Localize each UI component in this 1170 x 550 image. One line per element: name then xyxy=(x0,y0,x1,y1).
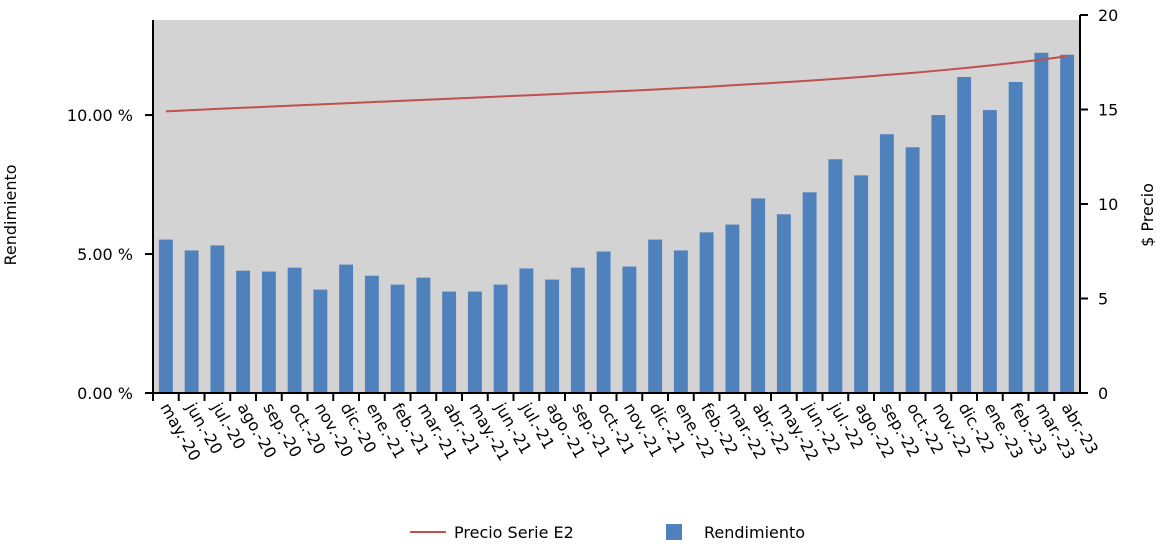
bar xyxy=(828,159,843,393)
bar xyxy=(493,284,508,393)
bar xyxy=(1008,81,1023,393)
bar xyxy=(158,239,173,393)
plot-area xyxy=(153,20,1080,393)
bar xyxy=(1060,54,1075,394)
y-axis-label: Rendimiento xyxy=(1,164,20,265)
bar xyxy=(622,266,637,393)
line xyxy=(165,55,1068,113)
bar xyxy=(879,134,894,394)
y2-tick-label: 20 xyxy=(1098,6,1118,25)
bar xyxy=(673,250,688,393)
bar xyxy=(854,175,869,393)
bar xyxy=(339,264,354,393)
legend-label: Rendimiento xyxy=(704,523,805,542)
bar xyxy=(957,76,972,393)
bar xyxy=(210,245,225,393)
bar xyxy=(982,110,997,394)
bar xyxy=(596,251,611,393)
bar xyxy=(390,284,405,393)
bar xyxy=(648,239,663,393)
bar xyxy=(236,270,251,393)
y2-axis-label: $ Precio xyxy=(1138,183,1157,247)
bar xyxy=(751,198,766,393)
y-tick-label: 0.00 % xyxy=(77,384,133,403)
y-tick-label: 5.00 % xyxy=(77,245,133,264)
bar xyxy=(442,291,457,393)
bar xyxy=(545,279,560,393)
bar xyxy=(184,250,199,393)
bar xyxy=(287,267,302,393)
bar xyxy=(570,267,585,393)
bar xyxy=(467,291,482,393)
bar xyxy=(519,268,534,393)
bar xyxy=(313,289,328,393)
y2-tick-label: 5 xyxy=(1098,290,1108,309)
y2-tick-label: 15 xyxy=(1098,101,1118,120)
bar xyxy=(776,214,791,393)
y2-tick-label: 0 xyxy=(1098,384,1108,403)
bar xyxy=(699,232,714,393)
bar xyxy=(1034,52,1049,394)
bar xyxy=(364,275,379,393)
bar xyxy=(261,271,276,393)
bar xyxy=(416,277,431,393)
bar xyxy=(725,224,740,393)
legend-label: Precio Serie E2 xyxy=(454,523,574,542)
y-tick-label: 10.00 % xyxy=(67,106,133,125)
bar xyxy=(905,147,920,393)
bar xyxy=(802,192,817,393)
y2-tick-label: 10 xyxy=(1098,195,1118,214)
bar xyxy=(931,115,946,393)
legend-swatch xyxy=(666,524,682,540)
